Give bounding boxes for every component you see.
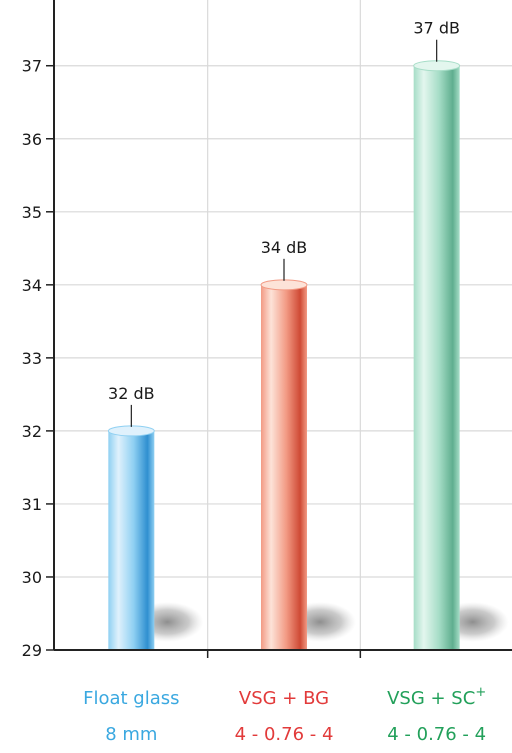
category-label-superscript: + — [475, 685, 486, 700]
y-tick-label: 29 — [22, 641, 42, 660]
y-tick-label: 35 — [22, 203, 42, 222]
data-label: 37 dB — [413, 19, 460, 38]
y-tick-label: 31 — [22, 495, 42, 514]
bar-1 — [261, 284, 307, 649]
y-axis-ticks: 29 30 31 32 33 34 35 36 37 — [22, 57, 54, 660]
bars — [107, 60, 509, 649]
category-sublabel: 4 - 0.76 - 4 — [235, 724, 334, 745]
y-tick-label: 33 — [22, 349, 42, 368]
y-tick-label: 36 — [22, 130, 42, 149]
data-label: 32 dB — [108, 384, 155, 403]
bar-0 — [108, 430, 155, 649]
bar-cap-1 — [260, 279, 308, 291]
bar-cap-0 — [107, 425, 155, 437]
category-label: VSG + SC+ — [387, 685, 486, 709]
category-label: VSG + BG — [239, 688, 329, 709]
category-label: Float glass — [83, 688, 179, 709]
y-tick-label: 34 — [22, 276, 42, 295]
bar-cap-2 — [413, 60, 461, 72]
data-labels: 32 dB 34 dB 37 dB — [108, 19, 460, 427]
bar-2 — [413, 65, 460, 649]
y-tick-label: 37 — [22, 57, 42, 76]
axes — [53, 0, 512, 658]
category-labels: Float glass 8 mm VSG + BG 4 - 0.76 - 4 VSG +… — [83, 685, 486, 745]
data-label: 34 dB — [261, 238, 308, 257]
category-sublabel: 4 - 0.76 - 4 — [387, 724, 486, 745]
category-sublabel: 8 mm — [105, 724, 157, 745]
y-tick-label: 32 — [22, 422, 42, 441]
y-tick-label: 30 — [22, 568, 42, 587]
